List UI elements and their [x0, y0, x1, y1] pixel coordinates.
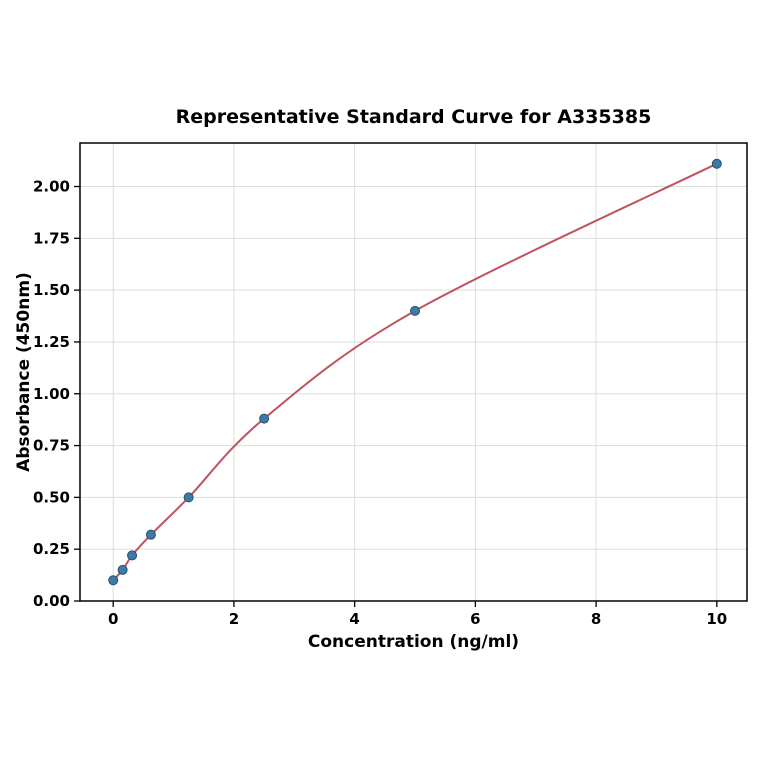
y-tick-label: 0.50: [33, 488, 70, 506]
data-point: [711, 158, 722, 169]
data-point: [145, 529, 156, 540]
y-tick-label: 1.75: [33, 229, 70, 247]
y-tick-label: 2.00: [33, 178, 70, 196]
x-tick-label: 0: [108, 610, 118, 628]
x-tick-label: 6: [470, 610, 480, 628]
y-tick-label: 0.00: [33, 592, 70, 610]
plot-spines: [79, 142, 748, 602]
x-tick-label: 4: [349, 610, 359, 628]
data-point: [410, 305, 421, 316]
x-tick-label: 10: [706, 610, 727, 628]
x-tick-label: 2: [229, 610, 239, 628]
data-point: [259, 413, 270, 424]
fit-curve: [112, 162, 718, 581]
y-tick-label: 1.00: [33, 385, 70, 403]
data-point: [108, 575, 119, 586]
x-axis-label: Concentration (ng/ml): [307, 632, 520, 652]
chart-title: Representative Standard Curve for A33538…: [175, 106, 652, 128]
y-tick-label: 0.25: [33, 540, 70, 558]
y-axis-label: Absorbance (450nm): [14, 272, 34, 472]
data-point: [183, 492, 194, 503]
y-tick-label: 1.50: [33, 281, 70, 299]
y-tick-label: 1.25: [33, 333, 70, 351]
data-point: [117, 564, 128, 575]
y-tick-label: 0.75: [33, 437, 70, 455]
data-point: [127, 550, 138, 561]
x-tick-label: 8: [591, 610, 601, 628]
